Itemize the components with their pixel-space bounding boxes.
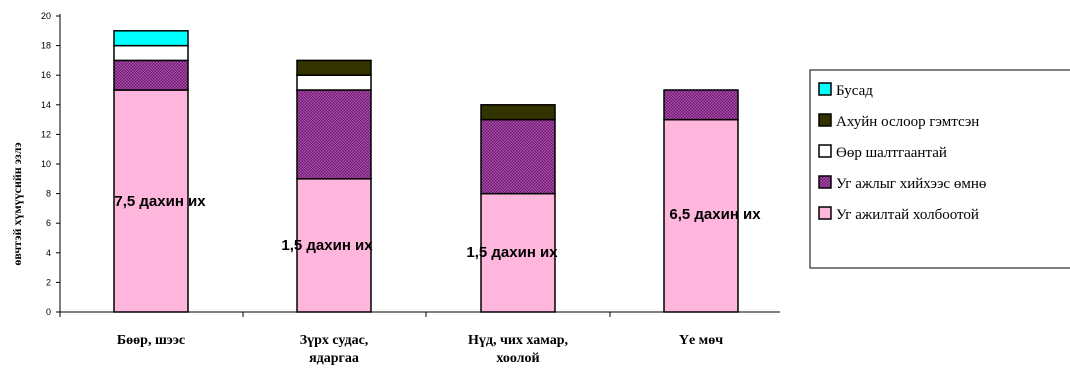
bar-segment bbox=[113, 44, 189, 62]
bar-annotation: 7,5 дахин их bbox=[114, 193, 206, 210]
legend-label: Бусад bbox=[836, 83, 873, 99]
legend-swatch bbox=[818, 206, 832, 220]
y-tick-label: 10 bbox=[41, 159, 51, 169]
legend-label: Уг ажлыг хийхээс өмнө bbox=[836, 176, 986, 192]
y-tick-label: 0 bbox=[46, 307, 51, 317]
y-axis-label: өвчтэй хүмүүсийн эзлэ bbox=[10, 142, 24, 265]
labels: Бөөр, шээс Зүрх судас, ядаргаа Нүд, чих хам… bbox=[114, 193, 761, 366]
bar-segment bbox=[480, 192, 556, 313]
legend-swatch bbox=[818, 82, 832, 96]
bar-segment bbox=[296, 59, 372, 76]
y-tick-label: 2 bbox=[46, 277, 51, 287]
legend-swatch bbox=[818, 144, 832, 158]
legend-label: Ахуйн ослоор гэмтсэн bbox=[836, 114, 979, 130]
y-tick-label: 8 bbox=[46, 189, 51, 199]
bar-annotation: 1,5 дахин их bbox=[281, 237, 373, 254]
y-tick-label: 4 bbox=[46, 248, 51, 258]
bar-segment bbox=[113, 30, 189, 47]
legend-box bbox=[809, 69, 1070, 269]
bar-segment bbox=[296, 74, 372, 91]
x-tick-label: Үе мөч bbox=[679, 333, 723, 348]
x-tick-label: Бөөр, шээс bbox=[117, 333, 185, 348]
legend-label: Уг ажилтай холбоотой bbox=[836, 207, 979, 223]
bars bbox=[113, 30, 739, 313]
x-tick-label: Нүд, чих хамар, хоолой bbox=[468, 333, 568, 366]
y-tick-label: 12 bbox=[41, 129, 51, 139]
bar-segment bbox=[480, 118, 556, 195]
y-tick-label: 14 bbox=[41, 100, 51, 110]
bar-segment bbox=[296, 89, 372, 180]
bar-segment bbox=[663, 89, 739, 121]
bar-segment bbox=[113, 59, 189, 91]
legend-swatch bbox=[818, 113, 832, 127]
bar-segment bbox=[480, 104, 556, 121]
legend-swatch bbox=[818, 175, 832, 189]
bar-segment bbox=[663, 118, 739, 313]
bar-annotation: 6,5 дахин их bbox=[669, 206, 761, 223]
y-tick-label: 20 bbox=[41, 11, 51, 21]
y-tick-label: 18 bbox=[41, 41, 51, 51]
legend: Бусад Ахуйн ослоор гэмтсэн Өөр шалтгаантай… bbox=[809, 69, 1070, 269]
legend-label: Өөр шалтгаантай bbox=[836, 145, 947, 161]
y-tick-label: 6 bbox=[46, 218, 51, 228]
bar-annotation: 1,5 дахин их bbox=[466, 244, 558, 261]
y-tick-label: 16 bbox=[41, 70, 51, 80]
x-tick-label: Зүрх судас, ядаргаа bbox=[300, 333, 369, 366]
